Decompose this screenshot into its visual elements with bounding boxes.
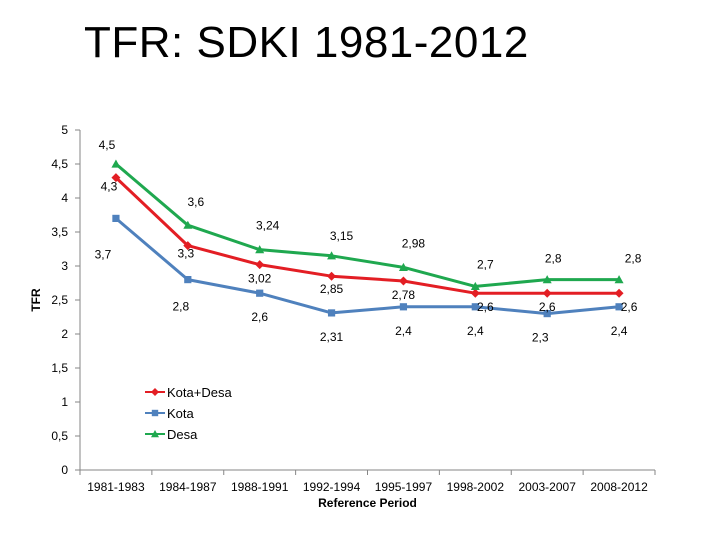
data-label: 3,24 — [256, 219, 280, 233]
data-label: 2,4 — [611, 324, 628, 338]
data-point — [543, 310, 551, 318]
data-point — [470, 288, 480, 298]
y-tick-label: 3 — [61, 259, 68, 273]
data-point — [111, 173, 121, 183]
data-label: 2,6 — [251, 310, 268, 324]
x-tick-label: 1992-1994 — [303, 480, 361, 494]
data-point — [327, 271, 337, 281]
y-tick-label: 1 — [61, 395, 68, 409]
y-tick-label: 4 — [61, 191, 68, 205]
data-label: 3,3 — [177, 247, 194, 261]
y-tick-label: 2,5 — [51, 293, 68, 307]
data-label: 3,02 — [248, 272, 272, 286]
data-label: 2,4 — [395, 324, 412, 338]
x-tick-label: 1984-1987 — [159, 480, 217, 494]
data-label: 2,6 — [539, 300, 556, 314]
legend-swatch-marker — [151, 430, 159, 438]
y-tick-label: 2 — [61, 327, 68, 341]
data-point — [398, 262, 408, 271]
data-label: 2,4 — [467, 324, 484, 338]
y-tick-label: 3,5 — [51, 225, 68, 239]
legend-label: Kota — [167, 406, 195, 421]
legend-swatch-marker — [151, 388, 159, 396]
data-label: 3,6 — [187, 195, 204, 209]
x-tick-label: 2008-2012 — [590, 480, 648, 494]
data-label: 2,8 — [625, 252, 642, 266]
data-point — [471, 303, 479, 311]
data-point — [255, 245, 265, 254]
x-tick-label: 1995-1997 — [375, 480, 433, 494]
y-tick-label: 4,5 — [51, 157, 68, 171]
data-point — [327, 251, 337, 260]
legend-label: Kota+Desa — [167, 385, 232, 400]
data-label: 2,7 — [477, 257, 494, 271]
data-point — [183, 220, 193, 229]
data-label: 2,31 — [320, 330, 344, 344]
data-label: 4,3 — [101, 180, 118, 194]
x-tick-label: 1981-1983 — [87, 480, 145, 494]
data-point — [256, 289, 264, 297]
data-label: 3,7 — [95, 247, 112, 261]
data-point — [542, 288, 552, 298]
series-line-kota-desa — [114, 176, 620, 295]
data-label: 2,8 — [545, 252, 562, 266]
series-line-desa — [114, 162, 620, 288]
data-point — [184, 276, 192, 284]
data-point — [327, 309, 336, 317]
data-label: 3,15 — [330, 229, 354, 243]
x-tick-label: 1988-1991 — [231, 480, 289, 494]
y-tick-label: 0,5 — [51, 429, 68, 443]
y-tick-label: 1,5 — [51, 361, 68, 375]
data-point — [183, 241, 193, 251]
y-axis-title: TFR — [29, 288, 43, 312]
x-axis-title: Reference Period — [318, 496, 417, 510]
legend-swatch-marker — [151, 409, 159, 417]
data-label: 4,5 — [99, 138, 116, 152]
data-point — [112, 214, 120, 222]
y-tick-label: 5 — [61, 123, 68, 137]
data-label: 2,8 — [172, 300, 189, 314]
x-tick-label: 2003-2007 — [518, 480, 576, 494]
y-tick-label: 0 — [61, 463, 68, 477]
data-point — [399, 303, 408, 311]
data-point — [614, 288, 624, 298]
data-point — [615, 303, 623, 311]
data-point — [614, 275, 624, 284]
slide-title: TFR: SDKI 1981-2012 — [84, 18, 529, 67]
data-point — [255, 260, 265, 270]
x-tick-label: 1998-2002 — [447, 480, 505, 494]
data-label: 2,6 — [621, 300, 638, 314]
data-label: 2,6 — [477, 300, 494, 314]
data-label: 2,85 — [320, 282, 344, 296]
data-label: 2,3 — [532, 331, 549, 345]
data-label: 2,98 — [402, 236, 426, 250]
data-point — [398, 276, 408, 286]
legend-label: Desa — [167, 427, 198, 442]
data-point — [470, 281, 480, 290]
data-point — [542, 275, 552, 284]
data-label: 2,78 — [392, 288, 416, 302]
data-point — [111, 159, 121, 168]
series-line-kota — [114, 217, 620, 316]
